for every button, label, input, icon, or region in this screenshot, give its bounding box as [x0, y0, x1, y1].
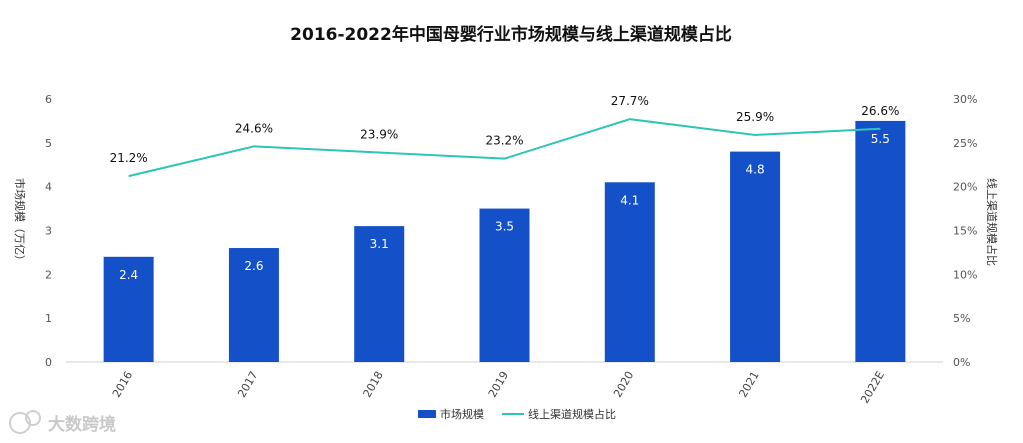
right-axis-tick-label: 10%	[953, 268, 977, 281]
right-axis: 0% 5% 10% 15% 20% 25% 30%	[953, 93, 977, 369]
x-axis-tick-label: 2016	[110, 369, 135, 400]
line-value-label: 21.2%	[110, 151, 148, 165]
left-axis: 0 1 2 3 4 5 6	[45, 93, 52, 369]
bar-series	[103, 120, 906, 363]
right-axis-tick-label: 30%	[953, 93, 977, 106]
bar	[228, 248, 279, 362]
bar-value-label: 5.5	[871, 132, 890, 146]
bar-value-label: 4.8	[746, 163, 765, 177]
line-labels: 21.2% 24.6% 23.9% 23.2% 27.7% 25.9% 26.6%	[110, 94, 900, 165]
bar	[354, 226, 405, 362]
left-axis-tick-label: 5	[45, 137, 52, 150]
left-axis-tick-label: 1	[45, 312, 52, 325]
x-axis-tick-label: 2018	[361, 369, 386, 400]
bar-value-label: 3.5	[495, 220, 514, 234]
right-axis-tick-label: 25%	[953, 137, 977, 150]
right-axis-tick-label: 5%	[953, 312, 970, 325]
bar	[103, 256, 154, 362]
left-axis-tick-label: 0	[45, 356, 52, 369]
line-value-label: 23.2%	[485, 134, 523, 148]
bar	[730, 151, 781, 362]
legend-swatch-bar	[418, 410, 436, 418]
x-axis-tick-label: 2019	[486, 369, 511, 400]
watermark-logo-icon	[9, 410, 41, 434]
legend-label-line: 线上渠道规模占比	[528, 407, 616, 421]
line-value-label: 24.6%	[235, 121, 273, 135]
line-value-label: 25.9%	[736, 110, 774, 124]
right-axis-tick-label: 15%	[953, 225, 977, 238]
bar-value-label: 4.1	[620, 193, 639, 207]
x-axis-labels: 2016 2017 2018 2019 2020 2021 2022E	[110, 369, 887, 406]
line-series	[128, 118, 881, 178]
legend: 市场规模 线上渠道规模占比	[418, 407, 616, 421]
bar	[604, 182, 655, 362]
right-axis-title: 线上渠道规模占比	[985, 178, 999, 266]
left-axis-tick-label: 6	[45, 93, 52, 106]
bar-value-label: 3.1	[370, 237, 389, 251]
right-axis-tick-label: 20%	[953, 181, 977, 194]
bar	[479, 208, 530, 362]
line-value-label: 27.7%	[611, 94, 649, 108]
x-axis-tick-label: 2022E	[858, 369, 887, 406]
bar-value-label: 2.4	[119, 268, 138, 282]
left-axis-tick-label: 2	[45, 268, 52, 281]
watermark-text: 大数跨境	[48, 414, 116, 435]
right-axis-tick-label: 0%	[953, 356, 970, 369]
line-value-label: 23.9%	[360, 127, 398, 141]
x-axis-tick-label: 2017	[235, 369, 260, 400]
bar-labels: 2.4 2.6 3.1 3.5 4.1 4.8 5.5	[119, 132, 890, 282]
bar	[855, 120, 906, 363]
watermark: 大数跨境	[9, 410, 116, 435]
left-axis-title: 市场规模（万亿）	[13, 178, 27, 266]
legend-label-bar: 市场规模	[440, 407, 484, 421]
line-value-label: 26.6%	[861, 104, 899, 118]
left-axis-tick-label: 3	[45, 225, 52, 238]
x-axis-tick-label: 2021	[736, 369, 761, 400]
left-axis-tick-label: 4	[45, 181, 52, 194]
x-axis-tick-label: 2020	[611, 369, 636, 400]
chart-title: 2016-2022年中国母婴行业市场规模与线上渠道规模占比	[290, 24, 732, 45]
bar-value-label: 2.6	[244, 259, 263, 273]
